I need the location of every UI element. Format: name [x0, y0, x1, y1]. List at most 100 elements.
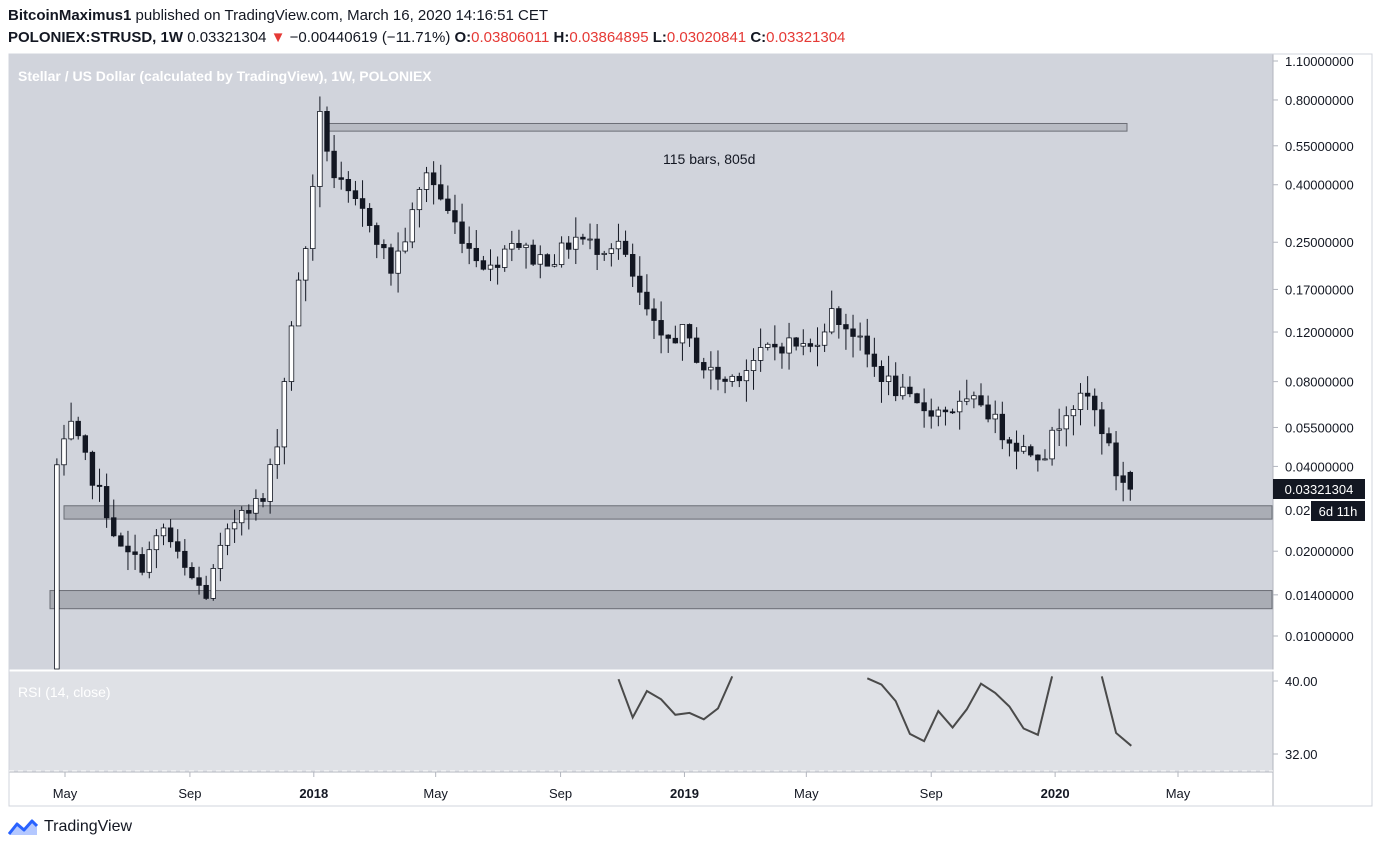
high-value: 0.03864895	[569, 29, 649, 46]
candle-body	[580, 236, 586, 240]
candle-body	[345, 178, 352, 192]
price-axis-bg[interactable]	[1273, 54, 1372, 806]
candle	[1084, 376, 1091, 410]
candle-body	[715, 366, 721, 380]
candle	[949, 408, 956, 414]
candle	[1013, 430, 1020, 470]
publisher-line: BitcoinMaximus1 published on TradingView…	[8, 7, 548, 24]
candle-body	[914, 393, 920, 404]
candle	[900, 373, 906, 400]
candle	[807, 338, 814, 353]
candle	[665, 334, 671, 353]
price-tick-label: 0.40000000	[1285, 178, 1354, 193]
candle	[1042, 449, 1048, 461]
candle	[160, 523, 167, 546]
candle-body	[502, 248, 508, 268]
close-label: C:	[750, 29, 767, 46]
candle-body	[544, 254, 551, 267]
candle	[459, 203, 465, 254]
candle	[402, 227, 408, 254]
candle-body	[224, 528, 231, 546]
candle	[146, 541, 152, 579]
candle	[1127, 470, 1133, 501]
candle-body	[1070, 409, 1077, 417]
candle	[374, 222, 380, 259]
candle	[530, 239, 536, 266]
candle	[96, 468, 103, 502]
candle	[132, 534, 138, 570]
candle-body	[182, 550, 188, 568]
candle-body	[622, 240, 629, 255]
candle	[892, 362, 899, 402]
candle	[729, 374, 735, 387]
candle	[836, 306, 842, 339]
candle-body	[523, 244, 529, 248]
candle	[622, 230, 629, 258]
candle-body	[594, 238, 600, 255]
candle	[89, 450, 96, 500]
candle-body	[1106, 433, 1112, 444]
candle-body	[459, 221, 465, 244]
candle	[1077, 383, 1084, 426]
candle-body	[786, 337, 792, 354]
candle-body	[601, 252, 607, 255]
high-label: H:	[553, 29, 570, 46]
candle-body	[892, 375, 899, 397]
candle	[608, 243, 615, 267]
candle-body	[438, 184, 444, 200]
candle	[580, 233, 586, 245]
candle-body	[231, 522, 238, 530]
rsi-indicator	[9, 675, 1273, 772]
candle	[601, 250, 607, 261]
candle-body	[487, 264, 494, 270]
candle-body	[821, 331, 828, 346]
candle	[679, 324, 686, 361]
time-axis-bg[interactable]	[9, 772, 1273, 806]
candle-body	[267, 464, 273, 502]
candle	[786, 322, 792, 370]
candle	[971, 391, 977, 409]
candle	[445, 185, 451, 214]
candle	[708, 351, 714, 390]
candle-body	[153, 535, 160, 551]
candle	[1056, 408, 1062, 446]
candle-body	[132, 551, 138, 555]
candle	[935, 406, 942, 427]
candle-body	[217, 544, 224, 569]
candle	[565, 236, 572, 259]
candle-body	[807, 343, 814, 347]
candle-body	[68, 420, 74, 440]
candle	[331, 135, 337, 189]
candle-body	[587, 238, 593, 241]
candle-body	[331, 150, 337, 179]
price-tick-label: 0.25000000	[1285, 235, 1354, 250]
candle-body	[253, 498, 259, 514]
candle-body	[693, 337, 700, 363]
candle-body	[736, 375, 742, 382]
candle-body	[238, 510, 245, 524]
author-name[interactable]: BitcoinMaximus1	[8, 7, 132, 24]
candle	[217, 532, 224, 582]
candle	[821, 323, 828, 352]
time-tick-label: Sep	[920, 786, 943, 801]
low-label: L:	[652, 29, 667, 46]
candle	[75, 416, 81, 440]
candle-body	[942, 409, 949, 413]
price-tick-label: 0.05500000	[1285, 420, 1354, 435]
candle	[928, 398, 934, 429]
candle-body	[1084, 392, 1091, 397]
zone-2	[324, 122, 1128, 132]
candle-body	[381, 244, 387, 249]
candle	[736, 372, 742, 388]
candle	[345, 171, 352, 203]
candle-body	[1113, 442, 1119, 477]
time-tick-label: 2018	[299, 786, 328, 801]
candle-body	[857, 335, 863, 338]
candle-body	[196, 577, 202, 586]
candle	[1099, 401, 1105, 455]
candle	[1035, 454, 1041, 472]
rsi-tick-label: 40.00	[1285, 674, 1318, 689]
candle-body	[1092, 395, 1098, 411]
tradingview-brand[interactable]: TradingView	[44, 818, 133, 835]
